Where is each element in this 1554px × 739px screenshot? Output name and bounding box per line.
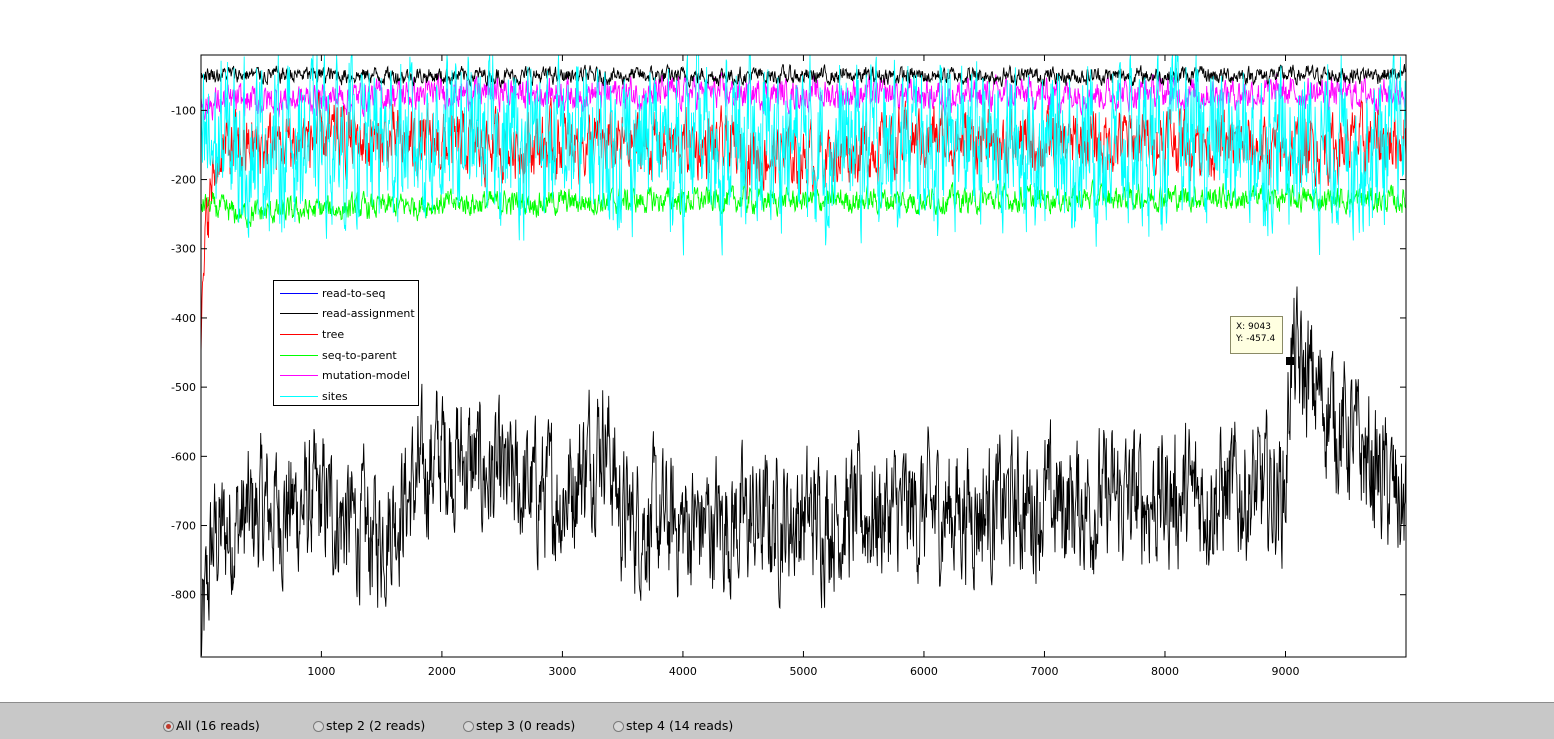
legend-label: read-assignment bbox=[322, 307, 415, 320]
x-tick-label: 7000 bbox=[1030, 665, 1058, 678]
legend-item-tree: tree bbox=[280, 327, 418, 347]
legend-swatch bbox=[280, 293, 318, 294]
legend-label: read-to-seq bbox=[322, 287, 386, 300]
y-tick-label: -700 bbox=[171, 520, 196, 533]
legend-item-read-assignment: read-assignment bbox=[280, 306, 418, 326]
legend-item-sites: sites bbox=[280, 389, 418, 409]
legend-label: tree bbox=[322, 328, 345, 341]
radio-label: All (16 reads) bbox=[176, 718, 260, 733]
legend-swatch bbox=[280, 396, 318, 397]
series-layer bbox=[200, 54, 1407, 656]
legend-item-mutation-model: mutation-model bbox=[280, 368, 418, 388]
axis-layer: 1000 2000 3000 4000 5000 6000 7000 8000 9000 -100… bbox=[171, 55, 1406, 678]
legend-item-seq-to-parent: seq-to-parent bbox=[280, 348, 418, 368]
x-tick-label: 5000 bbox=[789, 665, 817, 678]
legend-label: mutation-model bbox=[322, 369, 411, 382]
y-tick-label: -500 bbox=[171, 381, 196, 394]
x-tick-label: 9000 bbox=[1271, 665, 1299, 678]
x-tick-label: 8000 bbox=[1151, 665, 1179, 678]
legend-swatch bbox=[280, 313, 318, 314]
radio-circle[interactable] bbox=[613, 721, 624, 732]
x-tick-label: 4000 bbox=[669, 665, 697, 678]
datatip[interactable]: X: 9043 Y: -457.4 bbox=[1230, 316, 1283, 354]
radio-circle[interactable] bbox=[463, 721, 474, 732]
datatip-marker[interactable] bbox=[1286, 357, 1294, 365]
radio-step-3[interactable]: step 3 (0 reads) bbox=[463, 718, 575, 736]
legend-swatch bbox=[280, 334, 318, 335]
series-line-mutation-model bbox=[200, 71, 1407, 121]
series-line-read-assignment bbox=[200, 63, 1407, 89]
datatip-y: Y: -457.4 bbox=[1236, 334, 1276, 344]
series-line-total bbox=[200, 286, 1407, 656]
radio-circle[interactable] bbox=[163, 721, 174, 732]
legend-label: sites bbox=[322, 390, 348, 403]
y-tick-label: -600 bbox=[171, 450, 196, 463]
x-tick-label: 2000 bbox=[428, 665, 456, 678]
chart-figure: 1000 2000 3000 4000 5000 6000 7000 8000 9000 -100… bbox=[171, 54, 1407, 678]
series-line-sites bbox=[200, 54, 1407, 256]
legend-swatch bbox=[280, 355, 318, 356]
read-filter-panel: All (16 reads) step 2 (2 reads) step 3 (… bbox=[0, 702, 1554, 739]
y-tick-label: -300 bbox=[171, 243, 196, 256]
radio-label: step 4 (14 reads) bbox=[626, 718, 734, 733]
datatip-x: X: 9043 bbox=[1236, 322, 1271, 332]
radio-label: step 3 (0 reads) bbox=[476, 718, 576, 733]
radio-circle[interactable] bbox=[313, 721, 324, 732]
y-tick-label: -100 bbox=[171, 104, 196, 117]
radio-label: step 2 (2 reads) bbox=[326, 718, 426, 733]
y-tick-label: -800 bbox=[171, 589, 196, 602]
legend-swatch bbox=[280, 375, 318, 376]
y-tick-label: -200 bbox=[171, 174, 196, 187]
y-tick-label: -400 bbox=[171, 312, 196, 325]
legend[interactable]: read-to-seq read-assignment tree seq-to-… bbox=[273, 280, 419, 406]
x-tick-label: 1000 bbox=[307, 665, 335, 678]
radio-all[interactable]: All (16 reads) bbox=[163, 718, 260, 736]
legend-item-read-to-seq: read-to-seq bbox=[280, 286, 418, 306]
radio-step-4[interactable]: step 4 (14 reads) bbox=[613, 718, 733, 736]
radio-step-2[interactable]: step 2 (2 reads) bbox=[313, 718, 425, 736]
legend-label: seq-to-parent bbox=[322, 349, 397, 362]
x-tick-label: 3000 bbox=[548, 665, 576, 678]
x-tick-label: 6000 bbox=[910, 665, 938, 678]
